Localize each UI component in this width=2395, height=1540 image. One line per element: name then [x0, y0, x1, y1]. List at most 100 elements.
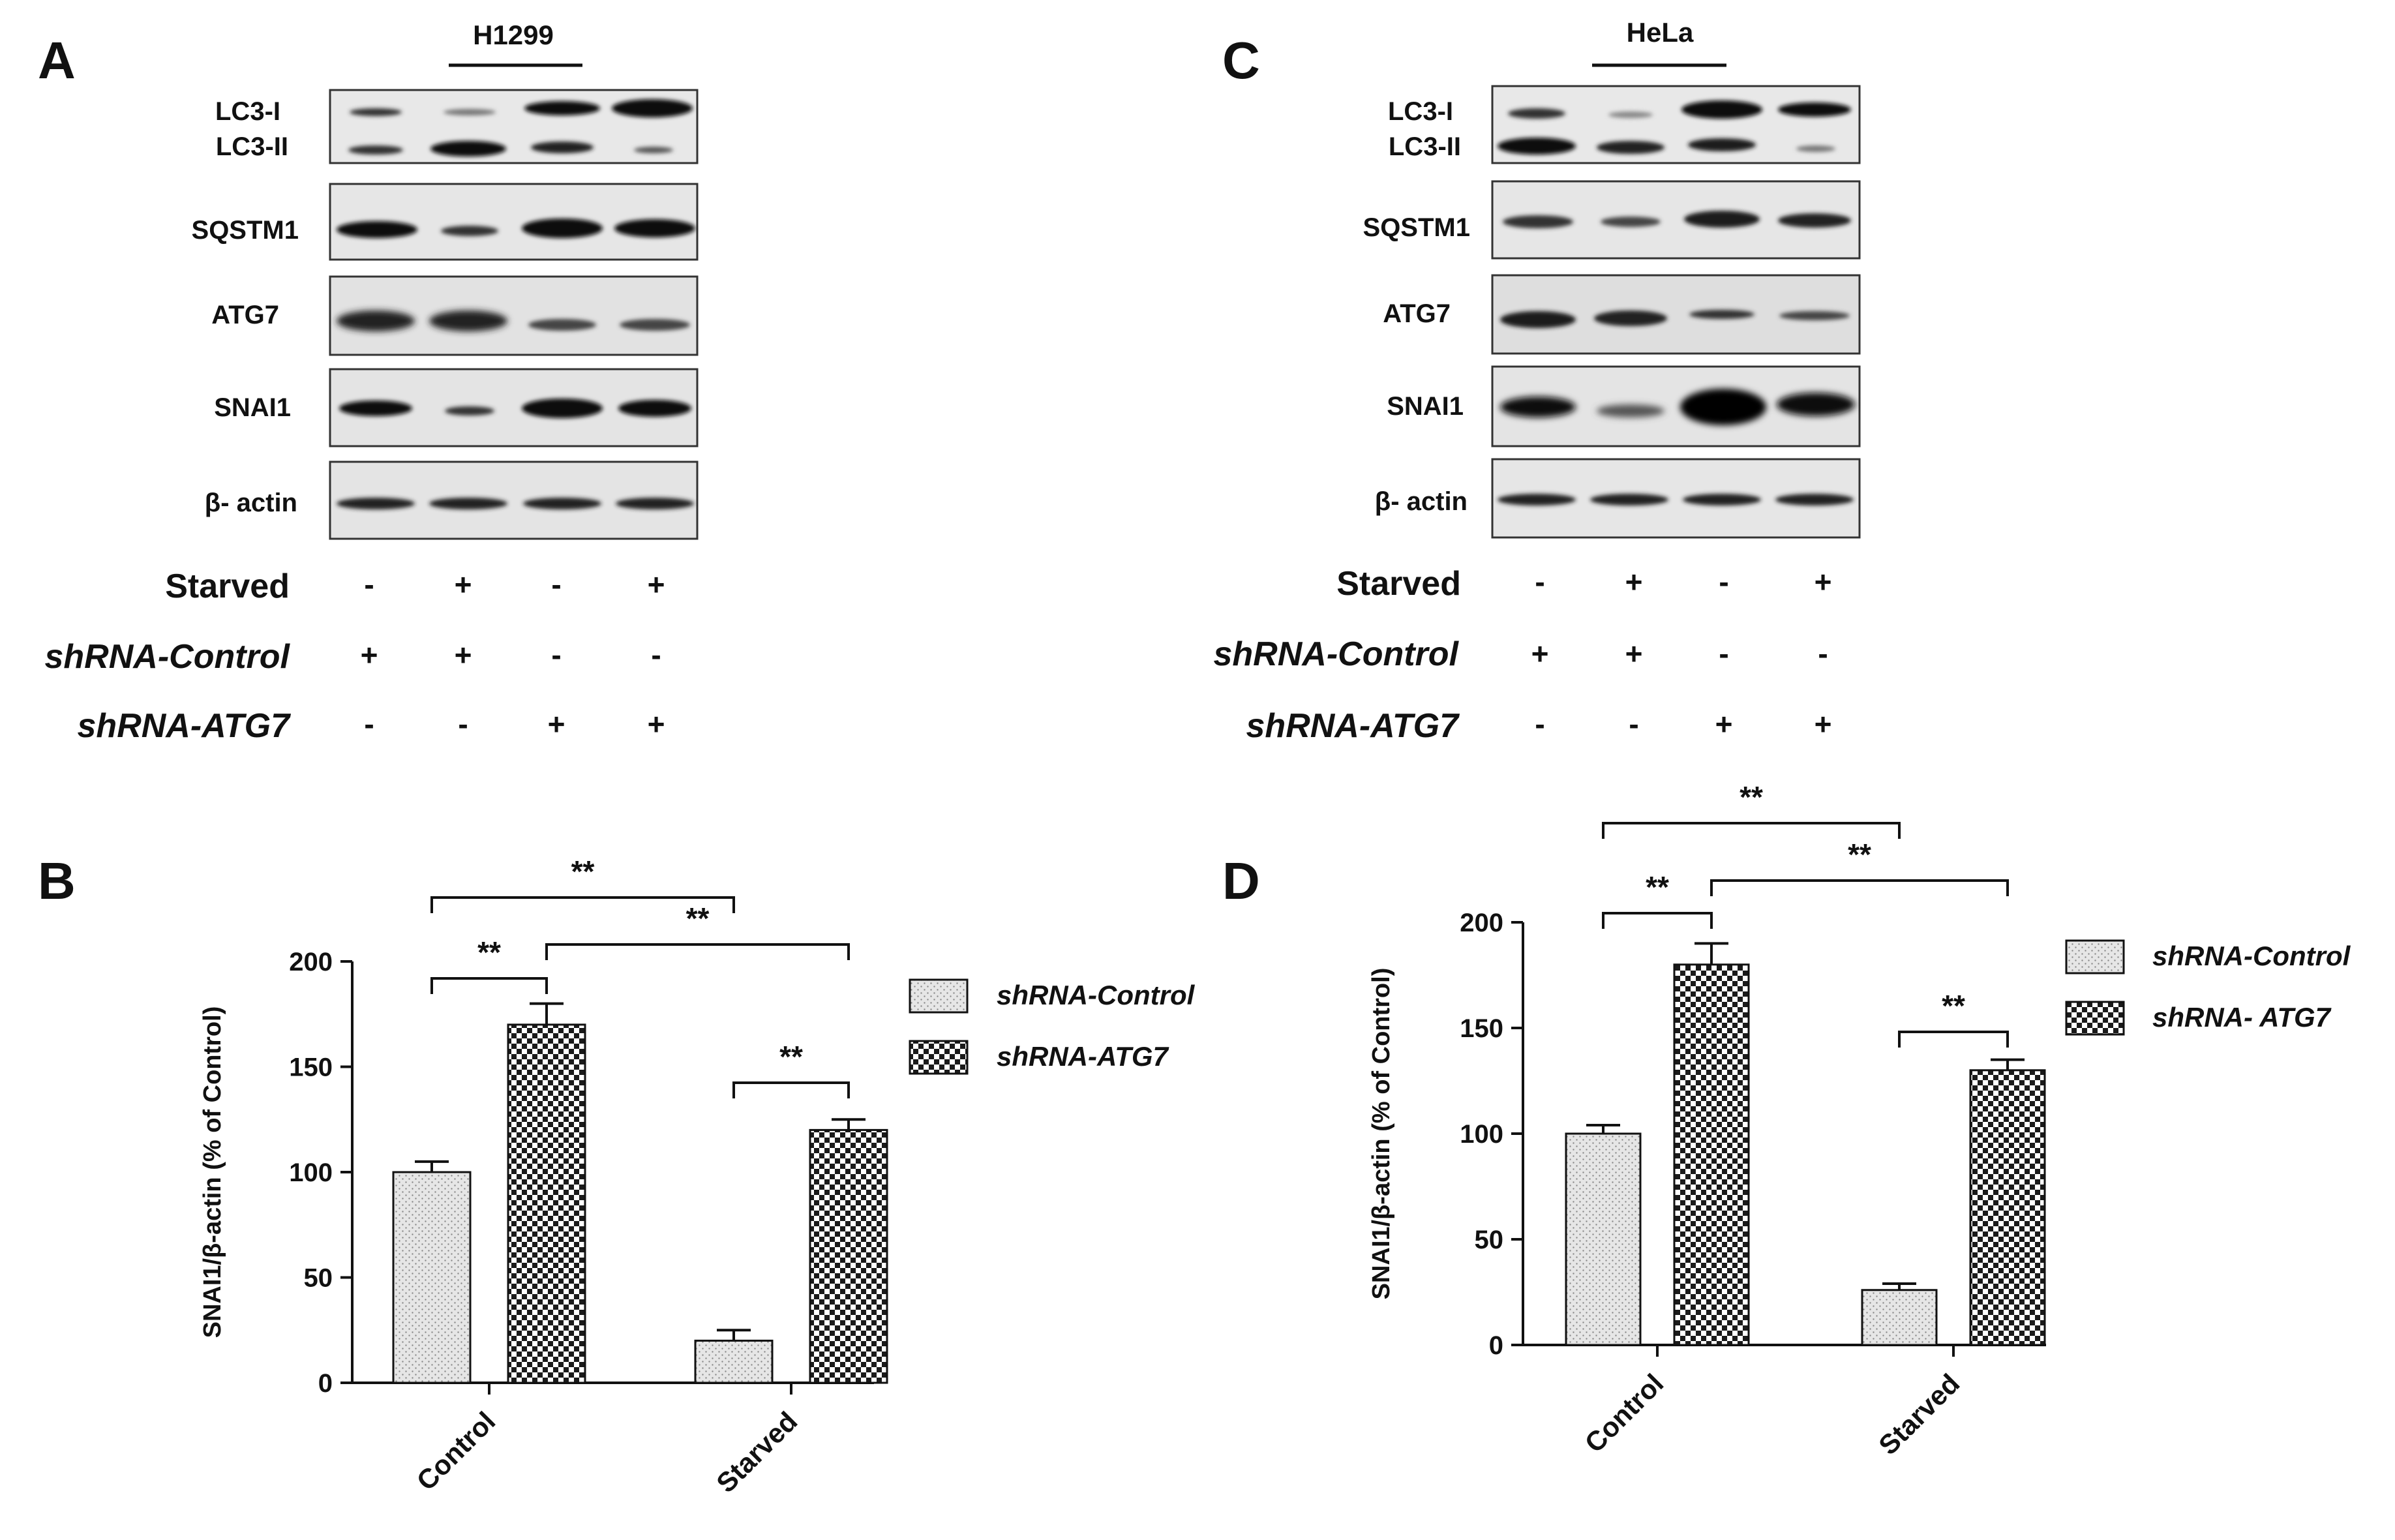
significance-bracket — [430, 977, 548, 994]
band-label-sqstm1-a: SQSTM1 — [192, 216, 299, 245]
significance-stars: ** — [571, 854, 595, 888]
band-lc3ii-c-lane1 — [1498, 138, 1576, 155]
band-sqstm1-lane4 — [614, 219, 695, 237]
bar-checker-control — [507, 1023, 586, 1384]
band-lc3ii-lane2 — [430, 141, 506, 157]
x-category-label: Control — [1579, 1368, 1670, 1458]
y-tick-label: 200 — [289, 948, 333, 976]
condition-label-shcontrol-c: shRNA-Control — [1213, 635, 1459, 673]
y-tick-label: 100 — [1460, 1120, 1503, 1149]
sign-c-starved-lane3: - — [1719, 565, 1728, 599]
band-atg7-lane3 — [528, 319, 596, 331]
sign-c-shatg7-lane4: + — [1815, 707, 1832, 741]
band-lc3i-lane1 — [350, 108, 402, 116]
band-atg7-c-lane3 — [1689, 310, 1755, 319]
bar-dots-control — [1565, 1132, 1642, 1346]
x-category-label: Control — [411, 1406, 502, 1496]
legend-label: shRNA-ATG7 — [997, 1041, 1169, 1072]
legend-label: shRNA- ATG7 — [2152, 1002, 2332, 1033]
y-tick-label: 0 — [318, 1369, 333, 1398]
condition-label-shatg7-a: shRNA-ATG7 — [78, 707, 292, 745]
band-lc3i-c-lane2 — [1608, 112, 1653, 118]
band-snai1-lane1 — [339, 400, 412, 416]
band-label-atg7-a: ATG7 — [211, 301, 279, 329]
significance-bracket — [545, 943, 850, 960]
significance-stars: ** — [1942, 989, 1965, 1023]
band-atg7-c-lane1 — [1500, 311, 1576, 328]
bar-chart-b: 0 50 100 150 200 SNAI1/β-actin (% of Control)… — [199, 854, 1196, 1498]
band-label-snai1-a: SNAI1 — [214, 393, 291, 422]
significance-bracket — [1602, 822, 1901, 839]
sign-c-shcontrol-lane3: - — [1719, 637, 1728, 671]
panel-letter-d: D — [1222, 852, 1260, 910]
band-lc3ii-c-lane2 — [1597, 141, 1664, 154]
condition-label-shcontrol-a: shRNA-Control — [44, 638, 290, 676]
sign-c-shcontrol-lane4: - — [1818, 637, 1828, 671]
sign-a-shatg7-lane1: - — [364, 707, 374, 741]
panel-letter-b: B — [38, 852, 76, 910]
sign-a-starved-lane3: - — [551, 567, 561, 601]
band-atg7-c-lane4 — [1779, 311, 1850, 320]
band-snai1-c-lane1 — [1500, 397, 1576, 417]
band-lc3i-c-lane1 — [1508, 108, 1565, 119]
band-lc3i-lane3 — [524, 101, 600, 115]
y-tick-label: 0 — [1489, 1331, 1503, 1360]
significance-stars: ** — [477, 935, 501, 969]
band-atg7-lane1 — [337, 310, 415, 331]
band-lc3ii-lane1 — [348, 145, 403, 155]
y-axis-title: SNAI1/β-actin (% of Control) — [1368, 968, 1395, 1300]
legend-swatch-dots — [2065, 939, 2125, 974]
band-lc3i-c-lane3 — [1681, 100, 1762, 119]
band-snai1-lane4 — [618, 400, 691, 417]
western-blot-a: A H1299 LC3-I LC3-II SQSTM1 ATG7 — [38, 20, 699, 745]
band-lc3ii-lane4 — [634, 147, 673, 153]
significance-bracket — [430, 896, 735, 913]
band-actin-c-lane4 — [1775, 494, 1854, 506]
band-label-lc3ii-c: LC3-II — [1389, 132, 1461, 161]
significance-stars: ** — [779, 1040, 803, 1074]
legend-swatch-checker — [909, 1040, 969, 1075]
significance-stars: ** — [1740, 780, 1763, 814]
condition-label-starved-c: Starved — [1336, 565, 1461, 603]
sign-a-shcontrol-lane1: + — [361, 638, 378, 672]
significance-bracket — [1602, 912, 1713, 929]
sign-a-starved-lane1: - — [364, 567, 374, 601]
sign-a-shatg7-lane4: + — [648, 707, 665, 741]
legend-label: shRNA-Control — [997, 980, 1196, 1010]
band-label-lc3i-c: LC3-I — [1388, 97, 1453, 126]
band-lc3ii-c-lane4 — [1796, 145, 1835, 152]
band-sqstm1-c-lane2 — [1601, 217, 1661, 227]
bar-checker-starved — [1969, 1069, 2046, 1346]
band-lc3i-lane2 — [444, 109, 496, 115]
sign-c-starved-lane4: + — [1815, 565, 1832, 599]
band-sqstm1-lane3 — [522, 219, 603, 238]
band-actin-lane2 — [429, 498, 507, 509]
panel-letter-a: A — [38, 31, 76, 89]
bar-checker-starved — [809, 1128, 888, 1384]
band-snai1-lane2 — [445, 406, 494, 415]
band-sqstm1-lane1 — [337, 221, 417, 238]
significance-stars: ** — [1848, 838, 1871, 871]
sign-c-shatg7-lane3: + — [1715, 707, 1733, 741]
sign-a-shcontrol-lane3: - — [551, 638, 561, 672]
significance-stars: ** — [686, 901, 710, 935]
bar-checker-control — [1673, 963, 1750, 1346]
sign-a-shatg7-lane3: + — [548, 707, 565, 741]
condition-label-shatg7-c: shRNA-ATG7 — [1246, 707, 1460, 745]
band-actin-c-lane2 — [1590, 494, 1668, 506]
band-label-sqstm1-c: SQSTM1 — [1363, 213, 1470, 242]
band-lc3i-lane4 — [612, 99, 693, 117]
band-snai1-c-lane4 — [1777, 393, 1855, 416]
y-tick-label: 50 — [304, 1264, 333, 1293]
cell-line-label-c: HeLa — [1627, 17, 1694, 48]
sign-c-starved-lane2: + — [1625, 565, 1643, 599]
band-label-snai1-c: SNAI1 — [1387, 392, 1464, 421]
band-sqstm1-c-lane1 — [1503, 215, 1573, 228]
sign-a-shatg7-lane2: - — [458, 707, 468, 741]
band-atg7-c-lane2 — [1594, 310, 1667, 326]
sign-c-shcontrol-lane2: + — [1625, 637, 1643, 671]
band-sqstm1-c-lane3 — [1684, 211, 1760, 228]
y-tick-label: 150 — [289, 1053, 333, 1082]
bar-dots-starved — [694, 1339, 774, 1384]
